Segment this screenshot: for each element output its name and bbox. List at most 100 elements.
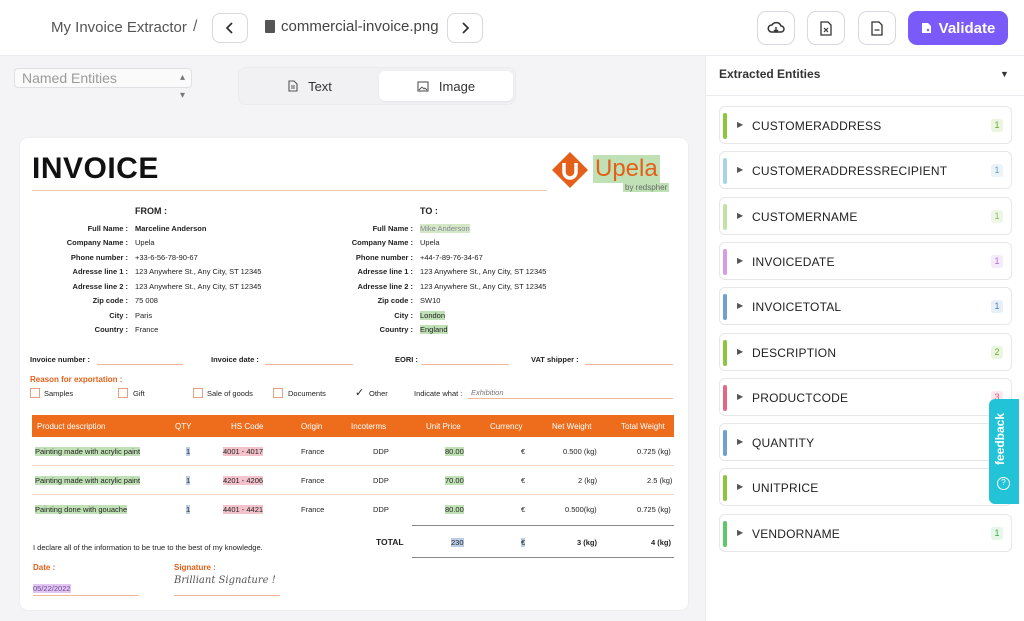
entity-name: INVOICETOTAL	[752, 300, 842, 315]
row-1-unit-price: 80.00	[445, 447, 464, 456]
file-icon	[265, 20, 275, 33]
expand-caret-icon[interactable]: ▶	[737, 255, 744, 265]
indicate-value: Exhibition	[471, 388, 504, 397]
title-divider	[32, 190, 547, 191]
samples-checkbox	[30, 388, 40, 398]
expand-caret-icon[interactable]: ▶	[737, 482, 744, 492]
select-arrows-icon: ▴ ▾	[179, 72, 185, 101]
image-icon	[417, 80, 429, 92]
previous-file-button[interactable]	[212, 13, 248, 43]
expand-caret-icon[interactable]: ▶	[737, 391, 744, 401]
feedback-button[interactable]: feedback ?	[989, 399, 1019, 504]
expand-caret-icon[interactable]: ▶	[737, 120, 744, 129]
col-description: Product description	[37, 422, 106, 431]
row-2-incoterms: DDP	[373, 476, 389, 485]
entity-mode-value: Named Entities	[22, 70, 117, 86]
from-header: FROM :	[135, 206, 167, 216]
entity-mode-select[interactable]: Named Entities ▴ ▾	[14, 68, 192, 101]
total-bottom-divider	[412, 557, 674, 558]
excel-file-icon	[820, 20, 832, 36]
next-file-button[interactable]	[447, 13, 483, 43]
entity-item-invoicetotal[interactable]: ▶ INVOICETOTAL 1	[719, 287, 1012, 326]
invoice-date-line	[265, 364, 353, 365]
to-city-label: City :	[394, 311, 413, 320]
expand-caret-icon[interactable]: ▶	[737, 301, 744, 311]
row-2-net-weight: 2 (kg)	[578, 476, 598, 485]
validate-button[interactable]: Validate	[908, 11, 1008, 45]
entity-count-badge: 2	[991, 345, 1003, 359]
row-2-description: Painting made with acrylic paint	[35, 476, 141, 485]
to-phone: +44-7-89-76-34-67	[420, 253, 483, 262]
total-label: TOTAL	[376, 537, 404, 547]
to-company: Upela	[420, 238, 440, 247]
entity-item-vendorname[interactable]: ▶ VENDORNAME 1	[719, 513, 1012, 552]
panel-divider	[706, 95, 1024, 96]
entity-item-unitprice[interactable]: ▶UNITPRICE3	[719, 468, 1012, 507]
from-city-label: City :	[109, 311, 128, 320]
entity-item-productcode[interactable]: ▶ PRODUCTCODE 3	[719, 377, 1012, 416]
row-3-qty: 1	[186, 505, 191, 514]
entity-item-invoicedate[interactable]: ▶ INVOICEDATE 1	[719, 241, 1012, 280]
entity-color-bar	[723, 339, 727, 366]
row-2-unit-price: 70.00	[445, 476, 464, 485]
to-address2: 123 Anywhere St., Any City, ST 12345	[420, 282, 547, 291]
download-button[interactable]	[757, 11, 795, 45]
expand-caret-icon[interactable]: ▶	[737, 527, 744, 537]
file-name-label: commercial-invoice.png	[281, 18, 439, 35]
entity-item-customeraddress[interactable]: ▶ CUSTOMERADDRESS 1	[719, 106, 1012, 144]
product-table-header: Product description QTY HS Code Origin I…	[32, 415, 674, 437]
entity-color-bar	[723, 430, 727, 457]
expand-caret-icon[interactable]: ▶	[737, 346, 744, 356]
entity-name: UNITPRICE	[752, 481, 819, 496]
entity-name: QUANTITY	[752, 436, 815, 451]
panel-collapse-icon[interactable]: ▼	[1000, 69, 1009, 79]
panel-title: Extracted Entities	[719, 67, 821, 81]
to-company-label: Company Name :	[351, 238, 413, 247]
total-weight: 4 (kg)	[651, 538, 672, 547]
tab-image[interactable]: Image	[379, 71, 513, 101]
entity-name: VENDORNAME	[752, 526, 841, 541]
entity-color-bar	[723, 475, 727, 502]
app-title[interactable]: My Invoice Extractor	[51, 19, 187, 36]
entity-count-badge: 1	[991, 164, 1003, 178]
to-country-label: Country :	[379, 325, 413, 334]
entity-name: CUSTOMERADDRESSRECIPIENT	[752, 164, 948, 179]
entity-item-customername[interactable]: ▶ CUSTOMERNAME 1	[719, 196, 1012, 235]
row-1-net-weight: 0.500 (kg)	[563, 447, 597, 456]
to-zip-label: Zip code :	[377, 296, 413, 305]
date-label: Date :	[33, 563, 56, 572]
entity-color-bar	[723, 158, 727, 185]
row-divider	[32, 465, 674, 466]
cloud-download-icon	[767, 21, 785, 33]
row-3-total-weight: 0.725 (kg)	[637, 505, 671, 514]
expand-caret-icon[interactable]: ▶	[737, 437, 744, 447]
entity-name: PRODUCTCODE	[752, 390, 849, 405]
col-unit-price: Unit Price	[426, 422, 461, 431]
entity-item-quantity[interactable]: ▶QUANTITY3	[719, 423, 1012, 462]
validate-label: Validate	[938, 19, 996, 37]
total-currency: €	[521, 538, 526, 547]
sale-checkbox	[193, 388, 203, 398]
row-1-total-weight: 0.725 (kg)	[637, 447, 671, 456]
tab-text[interactable]: Text	[243, 71, 377, 101]
to-header: TO :	[420, 206, 438, 216]
entity-item-description[interactable]: ▶ DESCRIPTION 2	[719, 332, 1012, 371]
expand-caret-icon[interactable]: ▶	[737, 210, 744, 220]
col-qty: QTY	[175, 422, 192, 431]
row-2-hs-code: 4201 - 4206	[223, 476, 264, 485]
export-excel-button[interactable]	[807, 11, 845, 45]
expand-caret-icon[interactable]: ▶	[737, 165, 744, 175]
col-net-weight: Net Weight	[552, 422, 592, 431]
from-company: Upela	[135, 238, 155, 247]
row-3-currency: €	[521, 505, 526, 514]
row-1-qty: 1	[186, 447, 191, 456]
export-document-button[interactable]	[858, 11, 896, 45]
row-1-origin: France	[301, 447, 325, 456]
from-zip: 75 008	[135, 296, 158, 305]
entity-item-customeraddressrecipient[interactable]: ▶ CUSTOMERADDRESSRECIPIENT 1	[719, 151, 1012, 190]
row-2-total-weight: 2.5 (kg)	[647, 476, 673, 485]
other-label: Other	[369, 389, 388, 398]
signature-line	[174, 595, 280, 596]
entity-name: INVOICEDATE	[752, 254, 835, 269]
vat-line	[585, 364, 673, 365]
